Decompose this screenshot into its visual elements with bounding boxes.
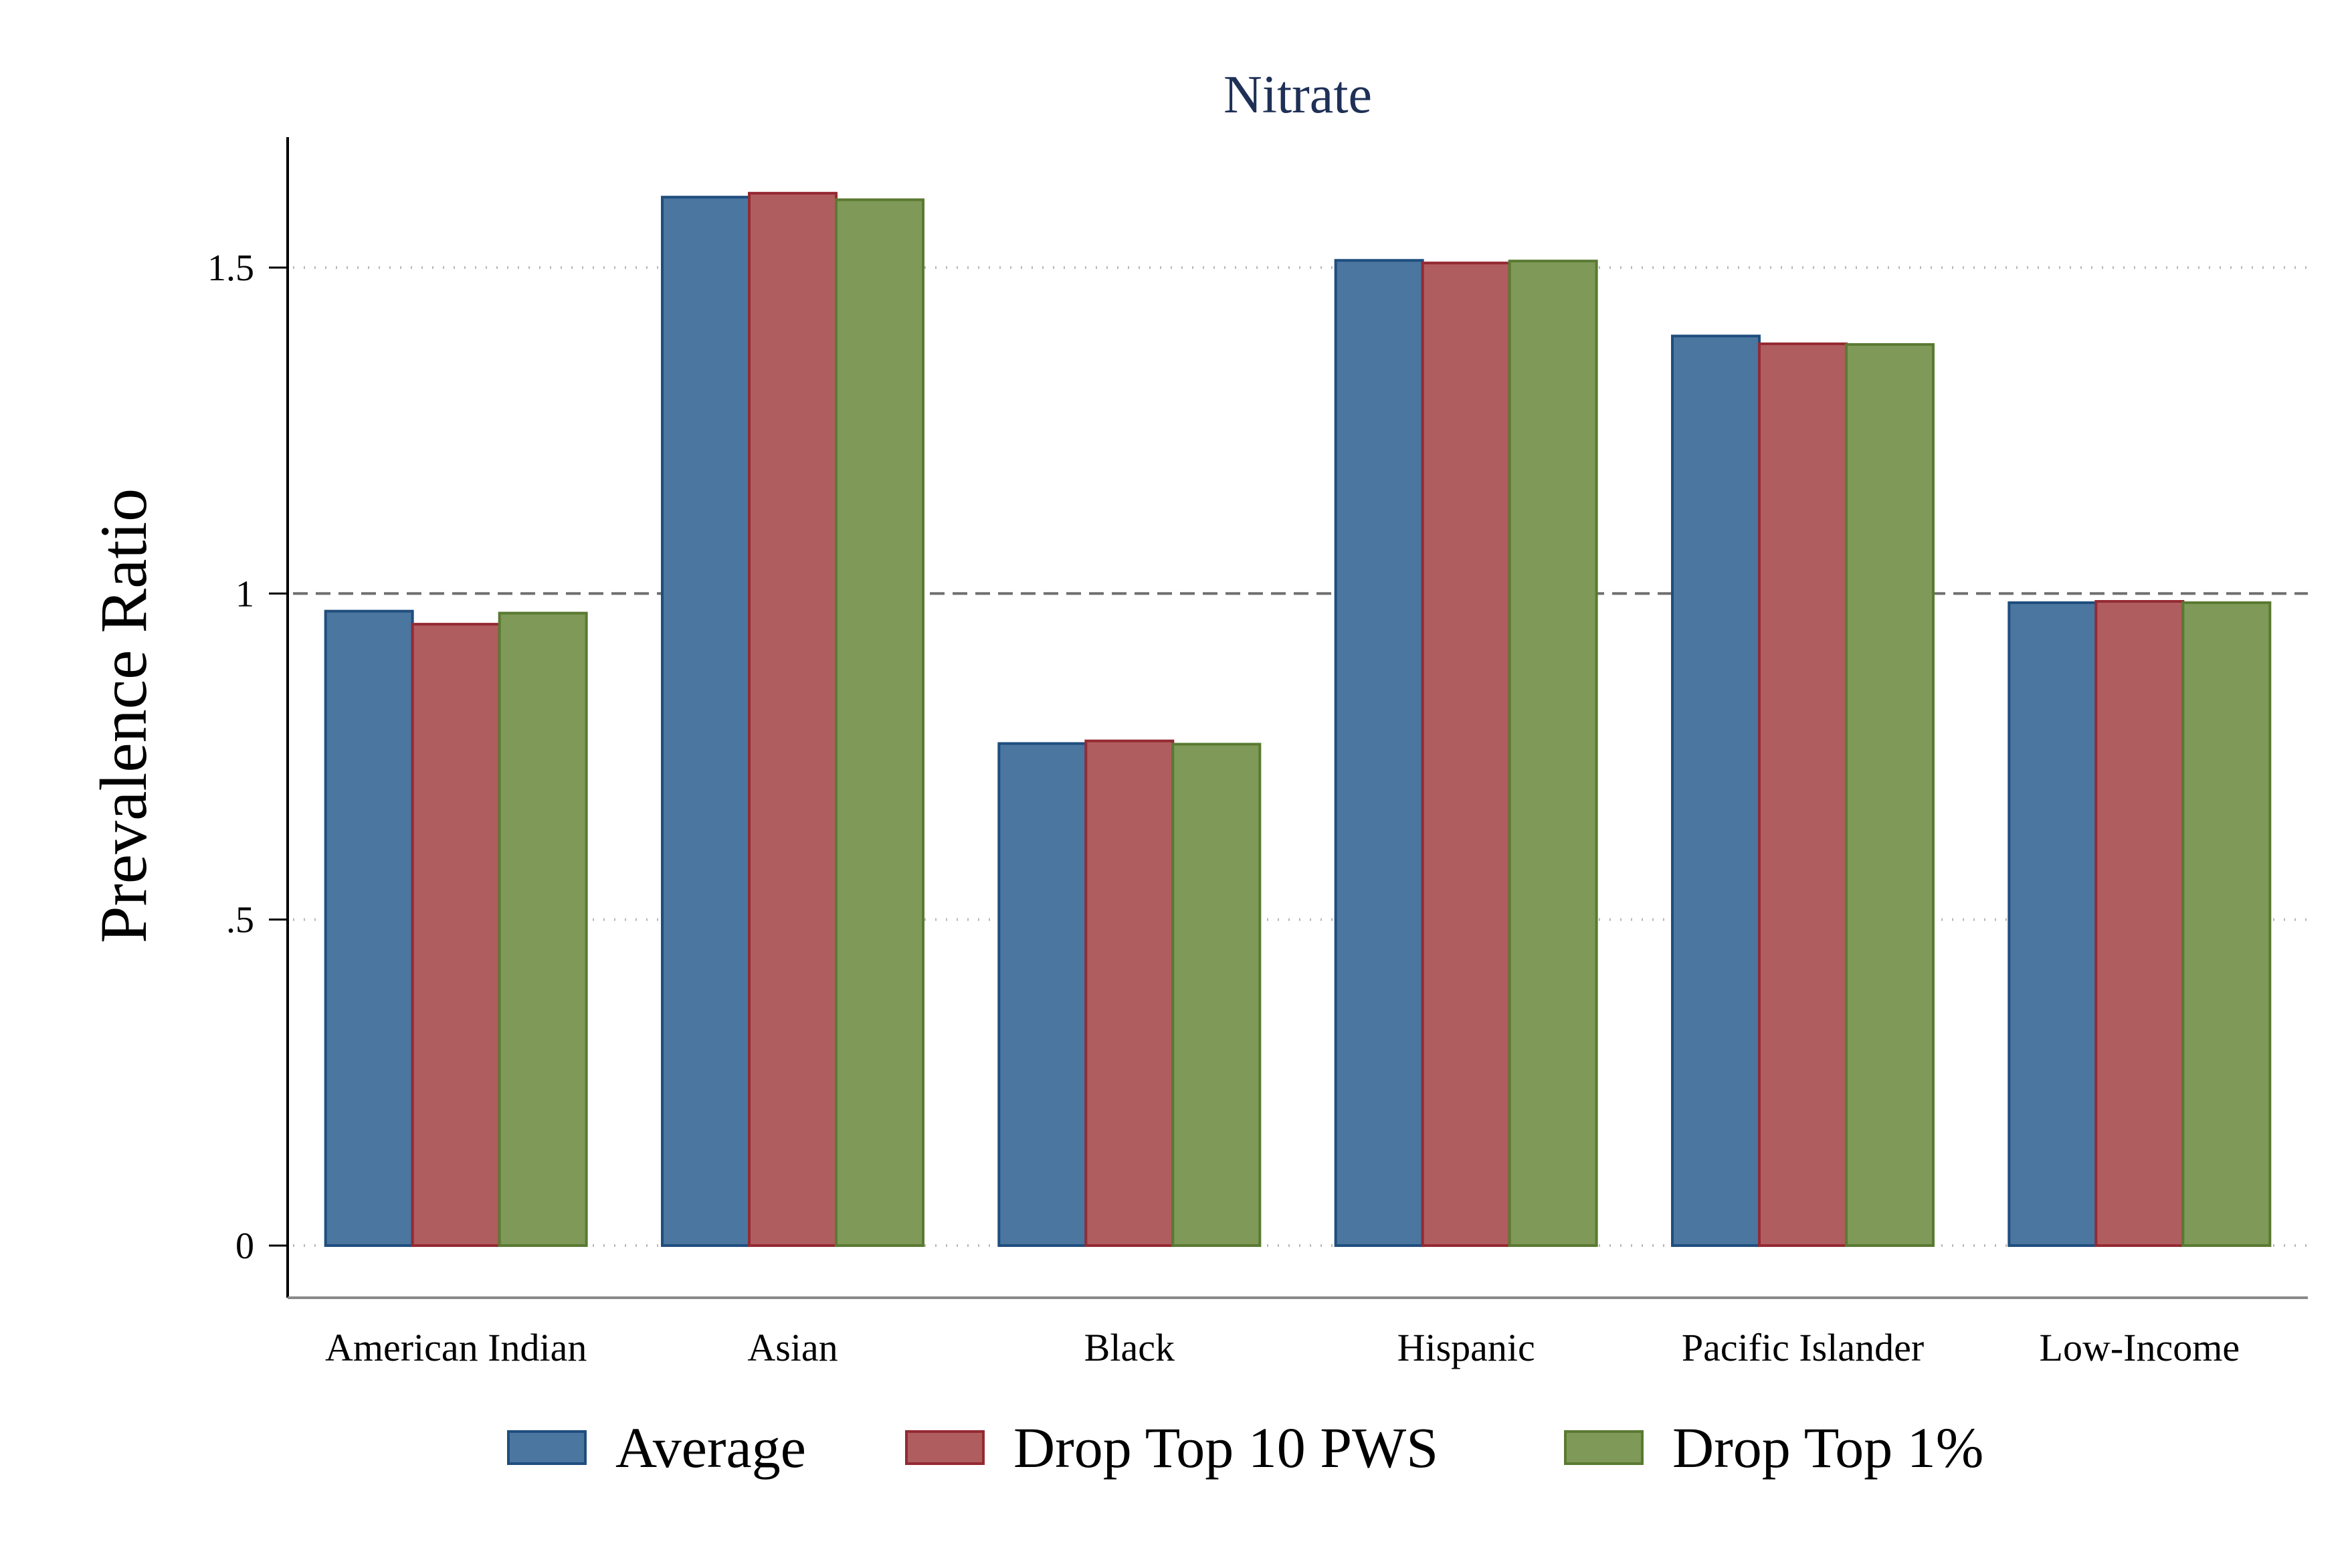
bar [1508,260,1598,1248]
bar [1171,743,1262,1248]
bar [997,742,1088,1248]
legend-label: Drop Top 1% [1672,1415,1983,1480]
x-category-label: Asian [747,1326,838,1369]
bar [1671,334,1761,1248]
legend-label: Average [615,1415,806,1480]
x-category-labels: American Indian Asian Black Hispanic Pacific… [325,1326,2240,1369]
bar [1845,342,1935,1248]
y-axis-label: Prevalence Ratio [86,488,161,943]
bar [2007,601,2098,1248]
bar [661,195,751,1248]
bar [1084,739,1175,1248]
bar [1758,342,1848,1248]
bars [324,191,2272,1248]
legend-label: Drop Top 10 PWS [1013,1415,1438,1480]
gridlines [293,266,2308,1248]
bar [324,609,414,1248]
y-ticks: 0 .5 1 1.5 [207,248,288,1267]
y-tick-label: 1.5 [207,248,254,289]
x-category-label: American Indian [325,1326,587,1369]
axes [286,137,2308,1299]
bar [411,623,501,1248]
y-tick-label: 0 [235,1226,254,1267]
bar [748,191,838,1248]
y-tick-label: 1 [235,573,254,615]
bar [1421,262,1511,1248]
x-category-label: Low-Income [2040,1326,2240,1369]
chart-title: Nitrate [1223,66,1372,124]
y-tick-label: .5 [226,900,254,941]
bar [2094,600,2185,1248]
x-category-label: Hispanic [1397,1326,1535,1369]
legend-swatch [507,1430,587,1465]
legend-swatch [905,1430,985,1465]
x-category-label: Pacific Islander [1682,1326,1924,1369]
bar [498,611,588,1248]
legend-swatch [1564,1430,1644,1465]
bar [835,198,924,1248]
x-category-label: Black [1084,1326,1175,1369]
bar [1334,259,1424,1248]
legend: Average Drop Top 10 PWS Drop Top 1% [507,1415,1983,1480]
bar [2181,601,2272,1248]
